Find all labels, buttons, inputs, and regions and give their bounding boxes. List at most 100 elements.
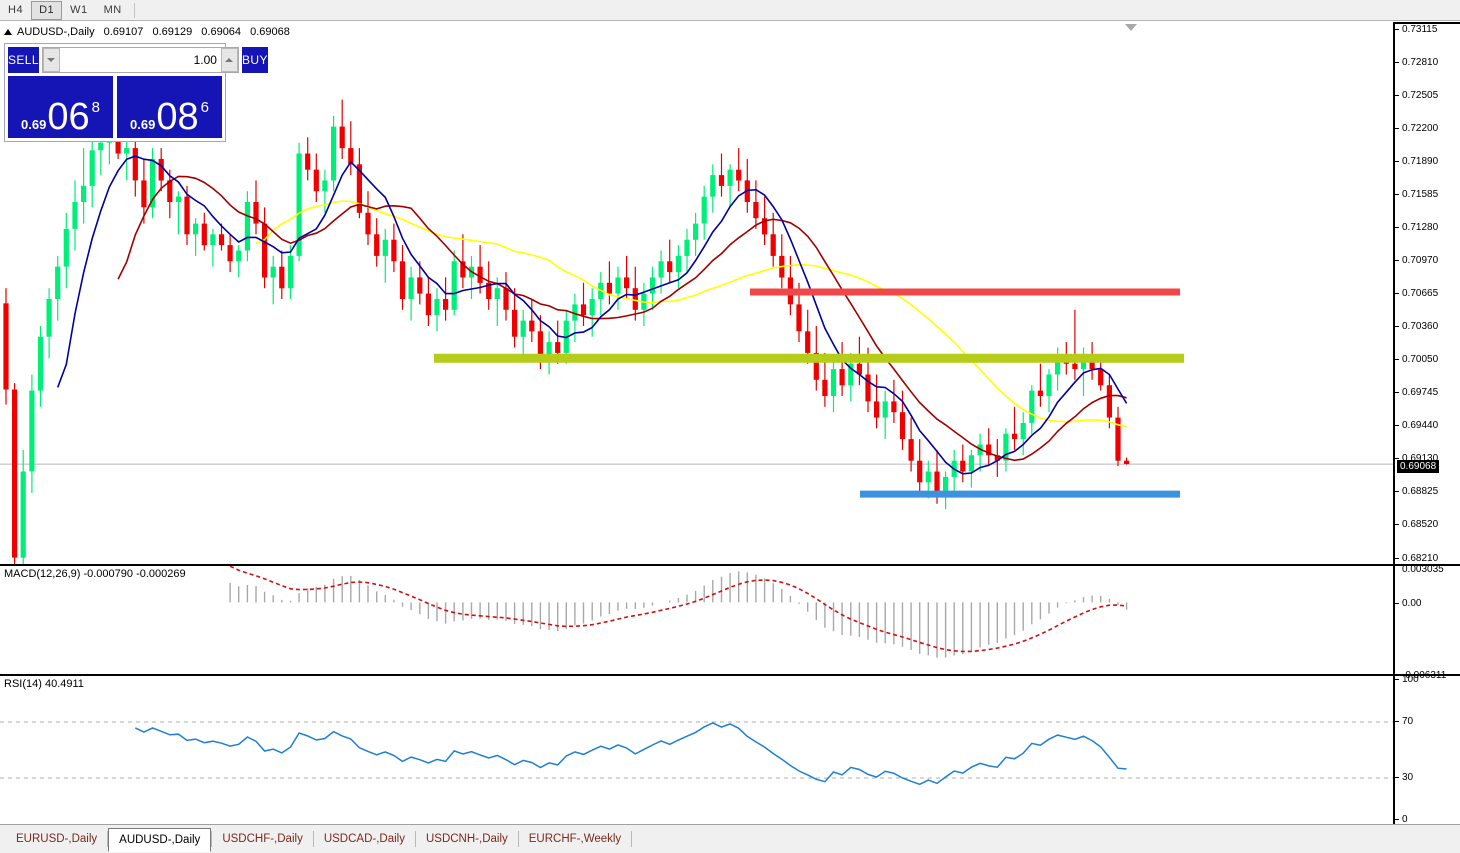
candle-body: [391, 239, 397, 262]
candle-body: [882, 401, 888, 418]
price-tick-label: 0.69745: [1402, 387, 1439, 399]
timeframe-button-mn[interactable]: MN: [103, 4, 122, 16]
candle-body: [925, 471, 931, 483]
ohlc-low: 0.69064: [201, 25, 242, 38]
candle-body: [399, 261, 406, 299]
candle-body: [63, 228, 69, 267]
tick-dash: [1395, 28, 1399, 30]
macd-tick-label: 0.003035: [1402, 564, 1444, 575]
price-tick: 0.71280: [1395, 222, 1438, 233]
tick-dash: [1395, 359, 1399, 361]
candle-body: [158, 158, 164, 181]
chart-tab-eurusd[interactable]: EURUSD-,Daily: [16, 833, 98, 845]
price-tick: 0.73115: [1395, 24, 1437, 35]
candle-body: [20, 471, 26, 558]
candle-body: [1106, 385, 1112, 418]
tick-dash: [1395, 491, 1399, 493]
price-tick: 0.70970: [1395, 255, 1438, 266]
candle-body: [1124, 460, 1130, 465]
candle-body: [503, 288, 509, 310]
chart-tab-usdchf[interactable]: USDCHF-,Daily: [222, 833, 303, 845]
tick-dash: [1395, 819, 1399, 820]
tab-divider: [312, 831, 314, 847]
rsi-line: [134, 722, 1127, 786]
candle-body: [270, 266, 276, 278]
tick-dash: [1395, 127, 1399, 129]
chart-tab-eurchf[interactable]: EURCHF-,Weekly: [528, 833, 622, 845]
volume-decrease-button[interactable]: [42, 48, 60, 72]
candle-body: [555, 342, 561, 353]
candle-body: [253, 202, 259, 224]
candle-body: [908, 439, 914, 461]
price-tick: 0.70050: [1395, 354, 1438, 365]
volume-input[interactable]: [59, 48, 221, 72]
candle-body: [443, 299, 449, 310]
candle-body: [572, 304, 578, 321]
sell-price-button[interactable]: 0.69 06 8: [8, 76, 113, 138]
candle-body: [813, 352, 819, 380]
candle-body: [736, 169, 742, 181]
rsi-tick: 30: [1395, 772, 1413, 783]
price-tick-label: 0.69130: [1402, 453, 1439, 465]
timeframe-button-h4[interactable]: H4: [8, 4, 24, 16]
tick-dash: [1395, 160, 1399, 162]
candle-body: [262, 223, 268, 278]
price-tick-label: 0.73115: [1402, 23, 1438, 35]
candle-body: [322, 180, 328, 192]
tick-dash: [1395, 777, 1399, 778]
candle-body: [356, 164, 362, 213]
candle-body: [486, 282, 492, 299]
candle-body: [81, 185, 87, 202]
candle-body: [98, 142, 104, 151]
price-tick-label: 0.71890: [1402, 155, 1439, 167]
timeframe-button-w1[interactable]: W1: [70, 4, 88, 16]
candle-body: [184, 196, 190, 235]
price-chart-panel[interactable]: [0, 22, 1393, 564]
buy-price-button[interactable]: 0.69 08 6: [117, 76, 222, 138]
candle-body: [537, 331, 543, 359]
buy-button[interactable]: BUY: [241, 47, 268, 73]
candle-body: [658, 261, 664, 278]
candle-body: [149, 158, 156, 208]
candle-body: [236, 250, 242, 262]
candle-body: [1029, 390, 1035, 423]
candle-body: [296, 153, 302, 256]
rsi-tick: 70: [1395, 716, 1413, 727]
candle-body: [348, 148, 354, 165]
chart-tab-usdcnh[interactable]: USDCNH-,Daily: [425, 833, 508, 845]
candle-body: [632, 288, 638, 310]
tick-dash: [1395, 260, 1399, 262]
candle-body: [12, 389, 18, 558]
price-tick-label: 0.70050: [1402, 354, 1439, 366]
tab-divider: [414, 831, 416, 847]
candle-body: [46, 299, 52, 337]
triangle-up-icon[interactable]: [4, 28, 12, 35]
rsi-tick-label: 30: [1402, 772, 1414, 783]
tick-dash: [1395, 679, 1399, 680]
candle-body: [210, 234, 216, 246]
rsi-panel[interactable]: RSI(14) 40.4911: [0, 674, 1393, 830]
candle-body: [1011, 433, 1018, 440]
timeframe-button-d1[interactable]: D1: [31, 0, 63, 20]
chevron-down-icon: [47, 58, 56, 62]
macd-panel[interactable]: MACD(12,26,9) -0.000790 -0.000269: [0, 564, 1393, 674]
candle-body: [701, 196, 707, 224]
sell-button[interactable]: SELL: [8, 47, 39, 73]
candle-body: [494, 288, 500, 299]
macd-svg: [229, 566, 1128, 658]
price-tick: 0.71585: [1395, 189, 1438, 200]
chart-tab-audusd[interactable]: AUDUSD-,Daily: [108, 828, 212, 852]
chart-tab-usdcad[interactable]: USDCAD-,Daily: [323, 833, 405, 845]
price-scale-column[interactable]: 0.73115 0.72810 0.72505 0.72200 0.71890 0.715…: [1393, 24, 1460, 826]
candle-body: [718, 175, 725, 186]
sell-price-pip: 8: [91, 99, 100, 116]
candle-body: [287, 255, 294, 289]
candle-body: [546, 342, 552, 359]
volume-increase-button[interactable]: [220, 48, 238, 72]
trade-prices-row: 0.69 06 8 0.69 08 6: [8, 76, 222, 138]
toolbar-divider: [133, 2, 135, 18]
candle-body: [1046, 374, 1052, 397]
volume-stepper[interactable]: [41, 47, 239, 73]
chart-frame: AUDUSD-,Daily 0.69107 0.69129 0.69064 0.…: [0, 22, 1460, 848]
candle-body: [1020, 423, 1026, 440]
